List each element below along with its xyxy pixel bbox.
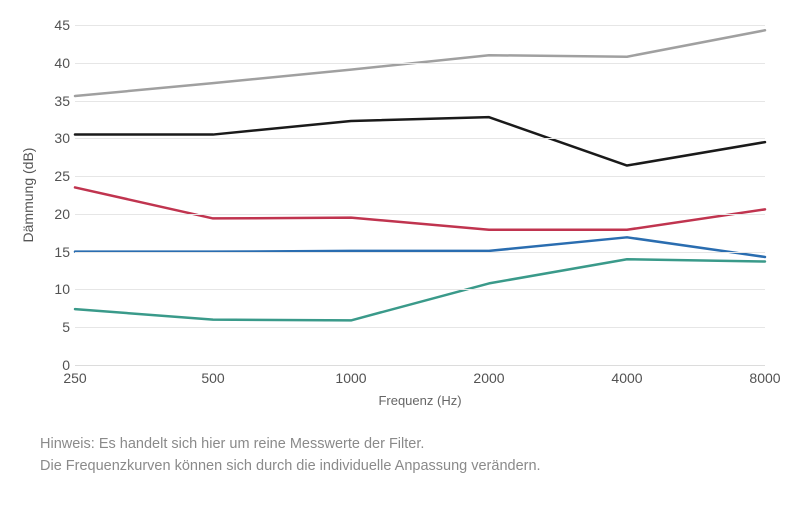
- series-line-blue: [75, 237, 765, 257]
- gridline: [75, 138, 765, 139]
- x-tick: 500: [201, 370, 224, 386]
- y-tick: 45: [45, 17, 70, 33]
- x-tick: 1000: [335, 370, 366, 386]
- x-axis-label: Frequenz (Hz): [75, 393, 765, 408]
- gridline: [75, 252, 765, 253]
- y-tick: 40: [45, 55, 70, 71]
- y-tick: 25: [45, 168, 70, 184]
- y-tick: 20: [45, 206, 70, 222]
- gridline: [75, 289, 765, 290]
- y-tick: 5: [45, 319, 70, 335]
- footnote-line-1: Hinweis: Es handelt sich hier um reine M…: [40, 433, 760, 455]
- y-tick: 10: [45, 281, 70, 297]
- x-tick: 2000: [473, 370, 504, 386]
- x-tick: 8000: [749, 370, 780, 386]
- x-tick: 4000: [611, 370, 642, 386]
- chart-footnote: Hinweis: Es handelt sich hier um reine M…: [40, 433, 760, 478]
- gridline: [75, 327, 765, 328]
- gridline: [75, 176, 765, 177]
- y-tick: 15: [45, 244, 70, 260]
- gridline: [75, 214, 765, 215]
- x-tick: 250: [63, 370, 86, 386]
- y-axis-label: Dämmung (dB): [20, 148, 36, 243]
- attenuation-chart: Dämmung (dB) Frequenz (Hz) 0510152025303…: [20, 15, 780, 415]
- chart-lines: [75, 25, 765, 365]
- plot-area: [75, 25, 765, 366]
- y-tick: 30: [45, 130, 70, 146]
- gridline: [75, 101, 765, 102]
- series-line-red: [75, 187, 765, 229]
- y-tick: 35: [45, 93, 70, 109]
- gridline: [75, 25, 765, 26]
- series-line-black: [75, 117, 765, 165]
- footnote-line-2: Die Frequenzkurven können sich durch die…: [40, 455, 760, 477]
- gridline: [75, 63, 765, 64]
